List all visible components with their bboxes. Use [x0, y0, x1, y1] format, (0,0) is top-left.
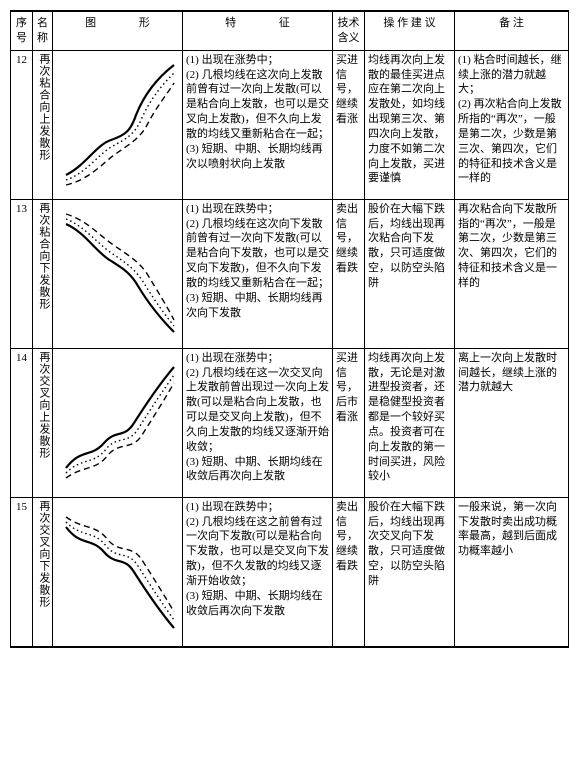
table-row: 12再次粘合向上发散形 (1) 出现在涨势中； (2) 几根均线在这次向上发散前… [11, 50, 569, 199]
h-note: 备 注 [455, 11, 569, 50]
shape-down-reconverge [56, 204, 180, 344]
shape-up-recross [56, 353, 180, 493]
row-note: 再次粘合向下发散所指的“再次”，一般是第二次，少数是第三次、第四次，它们的特征和… [455, 199, 569, 348]
row-num: 13 [11, 199, 33, 348]
row-name: 再次交叉向上发散形 [33, 348, 53, 497]
h-num: 序号 [11, 11, 33, 50]
h-shape: 图 形 [53, 11, 183, 50]
row-feat: (1) 出现在涨势中； (2) 几根均线在这一次交叉向上发散前曾出现过一次向上发… [183, 348, 333, 497]
row-shape [53, 199, 183, 348]
row-op: 均线再次向上发散的最佳买进点应在第二次向上发散处，如均线出现第三次、第四次向上发… [365, 50, 455, 199]
h-feat: 特 征 [183, 11, 333, 50]
row-op: 均线再次向上发散，无论是对激进型投资者，还是稳健型投资者都是一个较好买点。投资者… [365, 348, 455, 497]
row-note: 一般来说，第一次向下发散时卖出成功概率最高，越到后面成功概率越小 [455, 497, 569, 647]
row-feat: (1) 出现在涨势中； (2) 几根均线在这次向上发散前曾有过一次向上发散(可以… [183, 50, 333, 199]
row-op: 股价在大幅下跌后，均线出现再次粘合向下发散，只可适度做空，以防空头陷阱 [365, 199, 455, 348]
table-row: 15再次交叉向下发散形 (1) 出现在跌势中； (2) 几根均线在这之前曾有过一… [11, 497, 569, 647]
row-shape [53, 50, 183, 199]
h-op: 操 作 建 议 [365, 11, 455, 50]
table-row: 14再次交叉向上发散形 (1) 出现在涨势中； (2) 几根均线在这一次交叉向上… [11, 348, 569, 497]
row-tech: 买进信号，继续看涨 [333, 50, 365, 199]
row-tech: 买进信号，后市看涨 [333, 348, 365, 497]
h-tech: 技术含义 [333, 11, 365, 50]
row-tech: 卖出信号，继续看跌 [333, 199, 365, 348]
row-num: 15 [11, 497, 33, 647]
row-shape [53, 348, 183, 497]
h-name: 名称 [33, 11, 53, 50]
row-feat: (1) 出现在跌势中； (2) 几根均线在这之前曾有过一次向下发散(可以是粘合向… [183, 497, 333, 647]
row-note: 离上一次向上发散时间越长，继续上涨的潜力就越大 [455, 348, 569, 497]
row-note: (1) 粘合时间越长，继续上涨的潜力就越大； (2) 再次粘合向上发散所指的“再… [455, 50, 569, 199]
shape-down-recross [56, 502, 180, 642]
row-feat: (1) 出现在跌势中； (2) 几根均线在这次向下发散前曾有过一次向下发散(可以… [183, 199, 333, 348]
table-row: 13再次粘合向下发散形 (1) 出现在跌势中； (2) 几根均线在这次向下发散前… [11, 199, 569, 348]
row-num: 14 [11, 348, 33, 497]
row-name: 再次粘合向下发散形 [33, 199, 53, 348]
row-name: 再次粘合向上发散形 [33, 50, 53, 199]
row-name: 再次交叉向下发散形 [33, 497, 53, 647]
pattern-table: 序号 名称 图 形 特 征 技术含义 操 作 建 议 备 注 12再次粘合向上发… [10, 10, 569, 648]
row-shape [53, 497, 183, 647]
row-num: 12 [11, 50, 33, 199]
row-tech: 卖出信号，继续看跌 [333, 497, 365, 647]
header-row: 序号 名称 图 形 特 征 技术含义 操 作 建 议 备 注 [11, 11, 569, 50]
shape-up-reconverge [56, 55, 180, 195]
row-op: 股价在大幅下跌后，均线出现再次交叉向下发散，只可适度做空，以防空头陷阱 [365, 497, 455, 647]
